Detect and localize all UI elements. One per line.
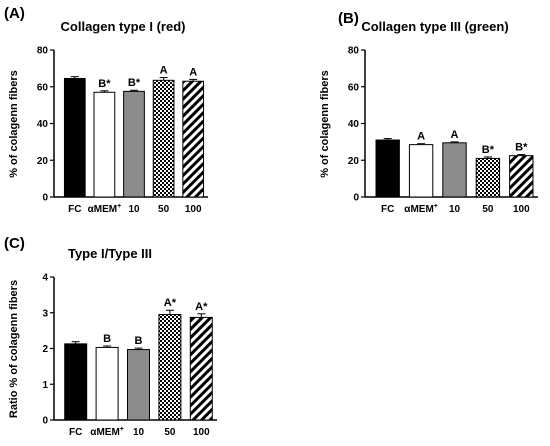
y-tick-label: 1 (42, 380, 48, 391)
x-tick-label: FC (68, 204, 81, 215)
x-tick-label: 100 (193, 427, 210, 438)
significance-label: B* (128, 77, 141, 89)
significance-label: A* (164, 297, 177, 309)
significance-label: B* (482, 144, 495, 156)
bar (189, 316, 213, 421)
x-tick-label-text: 100 (193, 427, 210, 438)
significance-label: B* (515, 142, 528, 154)
x-tick-label: 100 (513, 204, 530, 215)
x-tick-label-text: αMEM (404, 204, 433, 215)
y-tick-label: 80 (348, 46, 360, 57)
significance-label: B* (98, 78, 111, 90)
chart-panel: (B) Collagen type III (green) % of colagen… (319, 10, 538, 215)
significance-label: B (103, 333, 111, 345)
charts-container: (A) Collagen type I (red) % of colagenn fi… (4, 5, 538, 438)
y-tick-label: 20 (37, 156, 49, 167)
panel-label: (B) (338, 10, 359, 27)
y-tick-label: 40 (37, 119, 49, 130)
bar (63, 77, 86, 198)
significance-label: A* (195, 301, 208, 313)
x-tick-label-text: 100 (513, 204, 530, 215)
x-tick-label: 50 (482, 204, 494, 215)
x-tick-label-text: 50 (164, 427, 176, 438)
y-axis-label: Ratio % of colagenn fibers (8, 280, 20, 418)
bar (123, 90, 145, 198)
x-tick-label-text: 10 (449, 204, 461, 215)
x-tick-label: 10 (133, 427, 145, 438)
x-tick-label: αMEM+ (404, 203, 438, 215)
y-tick-label: 0 (42, 416, 48, 427)
x-tick-label-text: 10 (133, 427, 145, 438)
chart-panel: (A) Collagen type I (red) % of colagenn fi… (4, 5, 208, 215)
bar (152, 79, 175, 198)
x-tick-label-superscript: + (120, 426, 124, 433)
y-tick-label: 60 (37, 82, 49, 93)
bar (93, 91, 116, 198)
bar (408, 144, 434, 198)
x-tick-label-text: 50 (482, 204, 494, 215)
significance-label: A (160, 65, 168, 77)
significance-label: B (135, 335, 143, 347)
bar (509, 155, 534, 198)
x-tick-label-text: FC (381, 204, 394, 215)
x-tick-label: 50 (164, 427, 176, 438)
y-axis-label: % of colagenn fibers (8, 70, 20, 178)
chart-title: Type I/Type III (68, 246, 152, 261)
x-tick-label-text: 50 (158, 204, 170, 215)
bar (475, 157, 501, 198)
x-tick-label-text: FC (68, 204, 81, 215)
y-tick-label: 0 (42, 193, 48, 204)
bar (182, 80, 205, 198)
y-tick-label: 60 (348, 82, 360, 93)
x-tick-label: FC (69, 427, 82, 438)
x-tick-label: 100 (185, 204, 202, 215)
significance-label: A (417, 131, 425, 143)
y-tick-label: 20 (348, 156, 360, 167)
x-tick-label: 10 (128, 204, 140, 215)
significance-label: A (189, 66, 197, 78)
chart-title: Collagen type I (red) (61, 19, 186, 34)
x-tick-label: αMEM+ (88, 203, 122, 215)
y-tick-label: 80 (37, 46, 49, 57)
y-tick-label: 0 (353, 193, 359, 204)
x-tick-label-text: αMEM (88, 204, 117, 215)
x-tick-label-text: αMEM (90, 427, 119, 438)
bar (158, 314, 182, 421)
y-tick-label: 4 (42, 273, 48, 284)
y-axis-label: % of colagenn fibers (319, 70, 331, 178)
x-tick-label-text: 10 (128, 204, 140, 215)
x-tick-label: 10 (449, 204, 461, 215)
bar (64, 343, 88, 421)
bar (127, 349, 150, 421)
bar (375, 139, 400, 198)
y-tick-label: 40 (348, 119, 360, 130)
x-tick-label: αMEM+ (90, 426, 124, 438)
panel-label: (A) (4, 5, 25, 22)
x-tick-label: 50 (158, 204, 170, 215)
x-tick-label-superscript: + (117, 203, 121, 210)
x-tick-label-superscript: + (434, 203, 438, 210)
x-tick-label-text: 100 (185, 204, 202, 215)
x-tick-label-text: FC (69, 427, 82, 438)
x-tick-label: FC (381, 204, 394, 215)
chart-panel: (C) Type I/Type III Ratio % of colagenn fi… (4, 235, 217, 438)
bar (442, 142, 467, 198)
significance-label: A (451, 129, 459, 141)
y-tick-label: 3 (42, 308, 48, 319)
panel-label: (C) (4, 235, 25, 252)
bar (95, 346, 119, 421)
y-tick-label: 2 (42, 344, 48, 355)
chart-title: Collagen type III (green) (361, 19, 508, 34)
